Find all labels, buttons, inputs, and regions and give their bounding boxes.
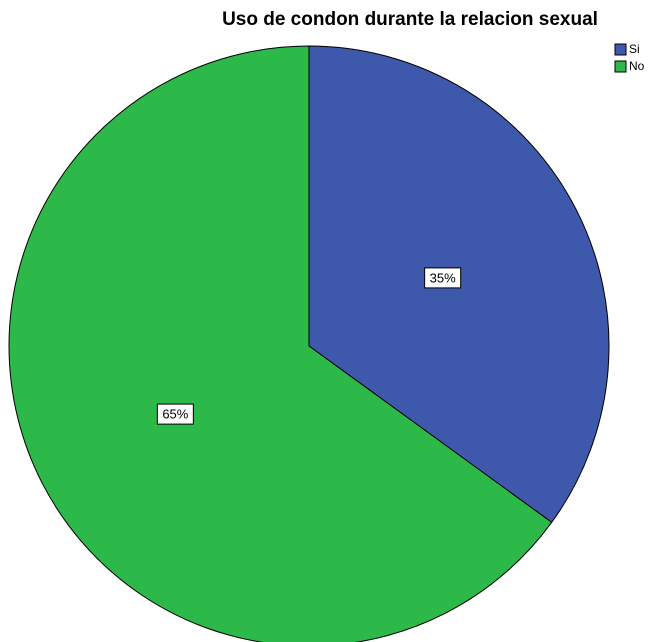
pie-slice — [8, 45, 553, 642]
legend-swatch — [614, 60, 627, 73]
legend-label: No — [629, 59, 645, 73]
data-label: 35% — [430, 270, 456, 285]
data-label-box — [424, 267, 462, 289]
data-label: 65% — [162, 407, 188, 422]
data-label-box — [156, 403, 194, 425]
legend-label: Si — [629, 42, 640, 56]
chart-title: Uso de condon durante la relacion sexual — [222, 9, 598, 30]
legend-swatch — [614, 43, 627, 56]
